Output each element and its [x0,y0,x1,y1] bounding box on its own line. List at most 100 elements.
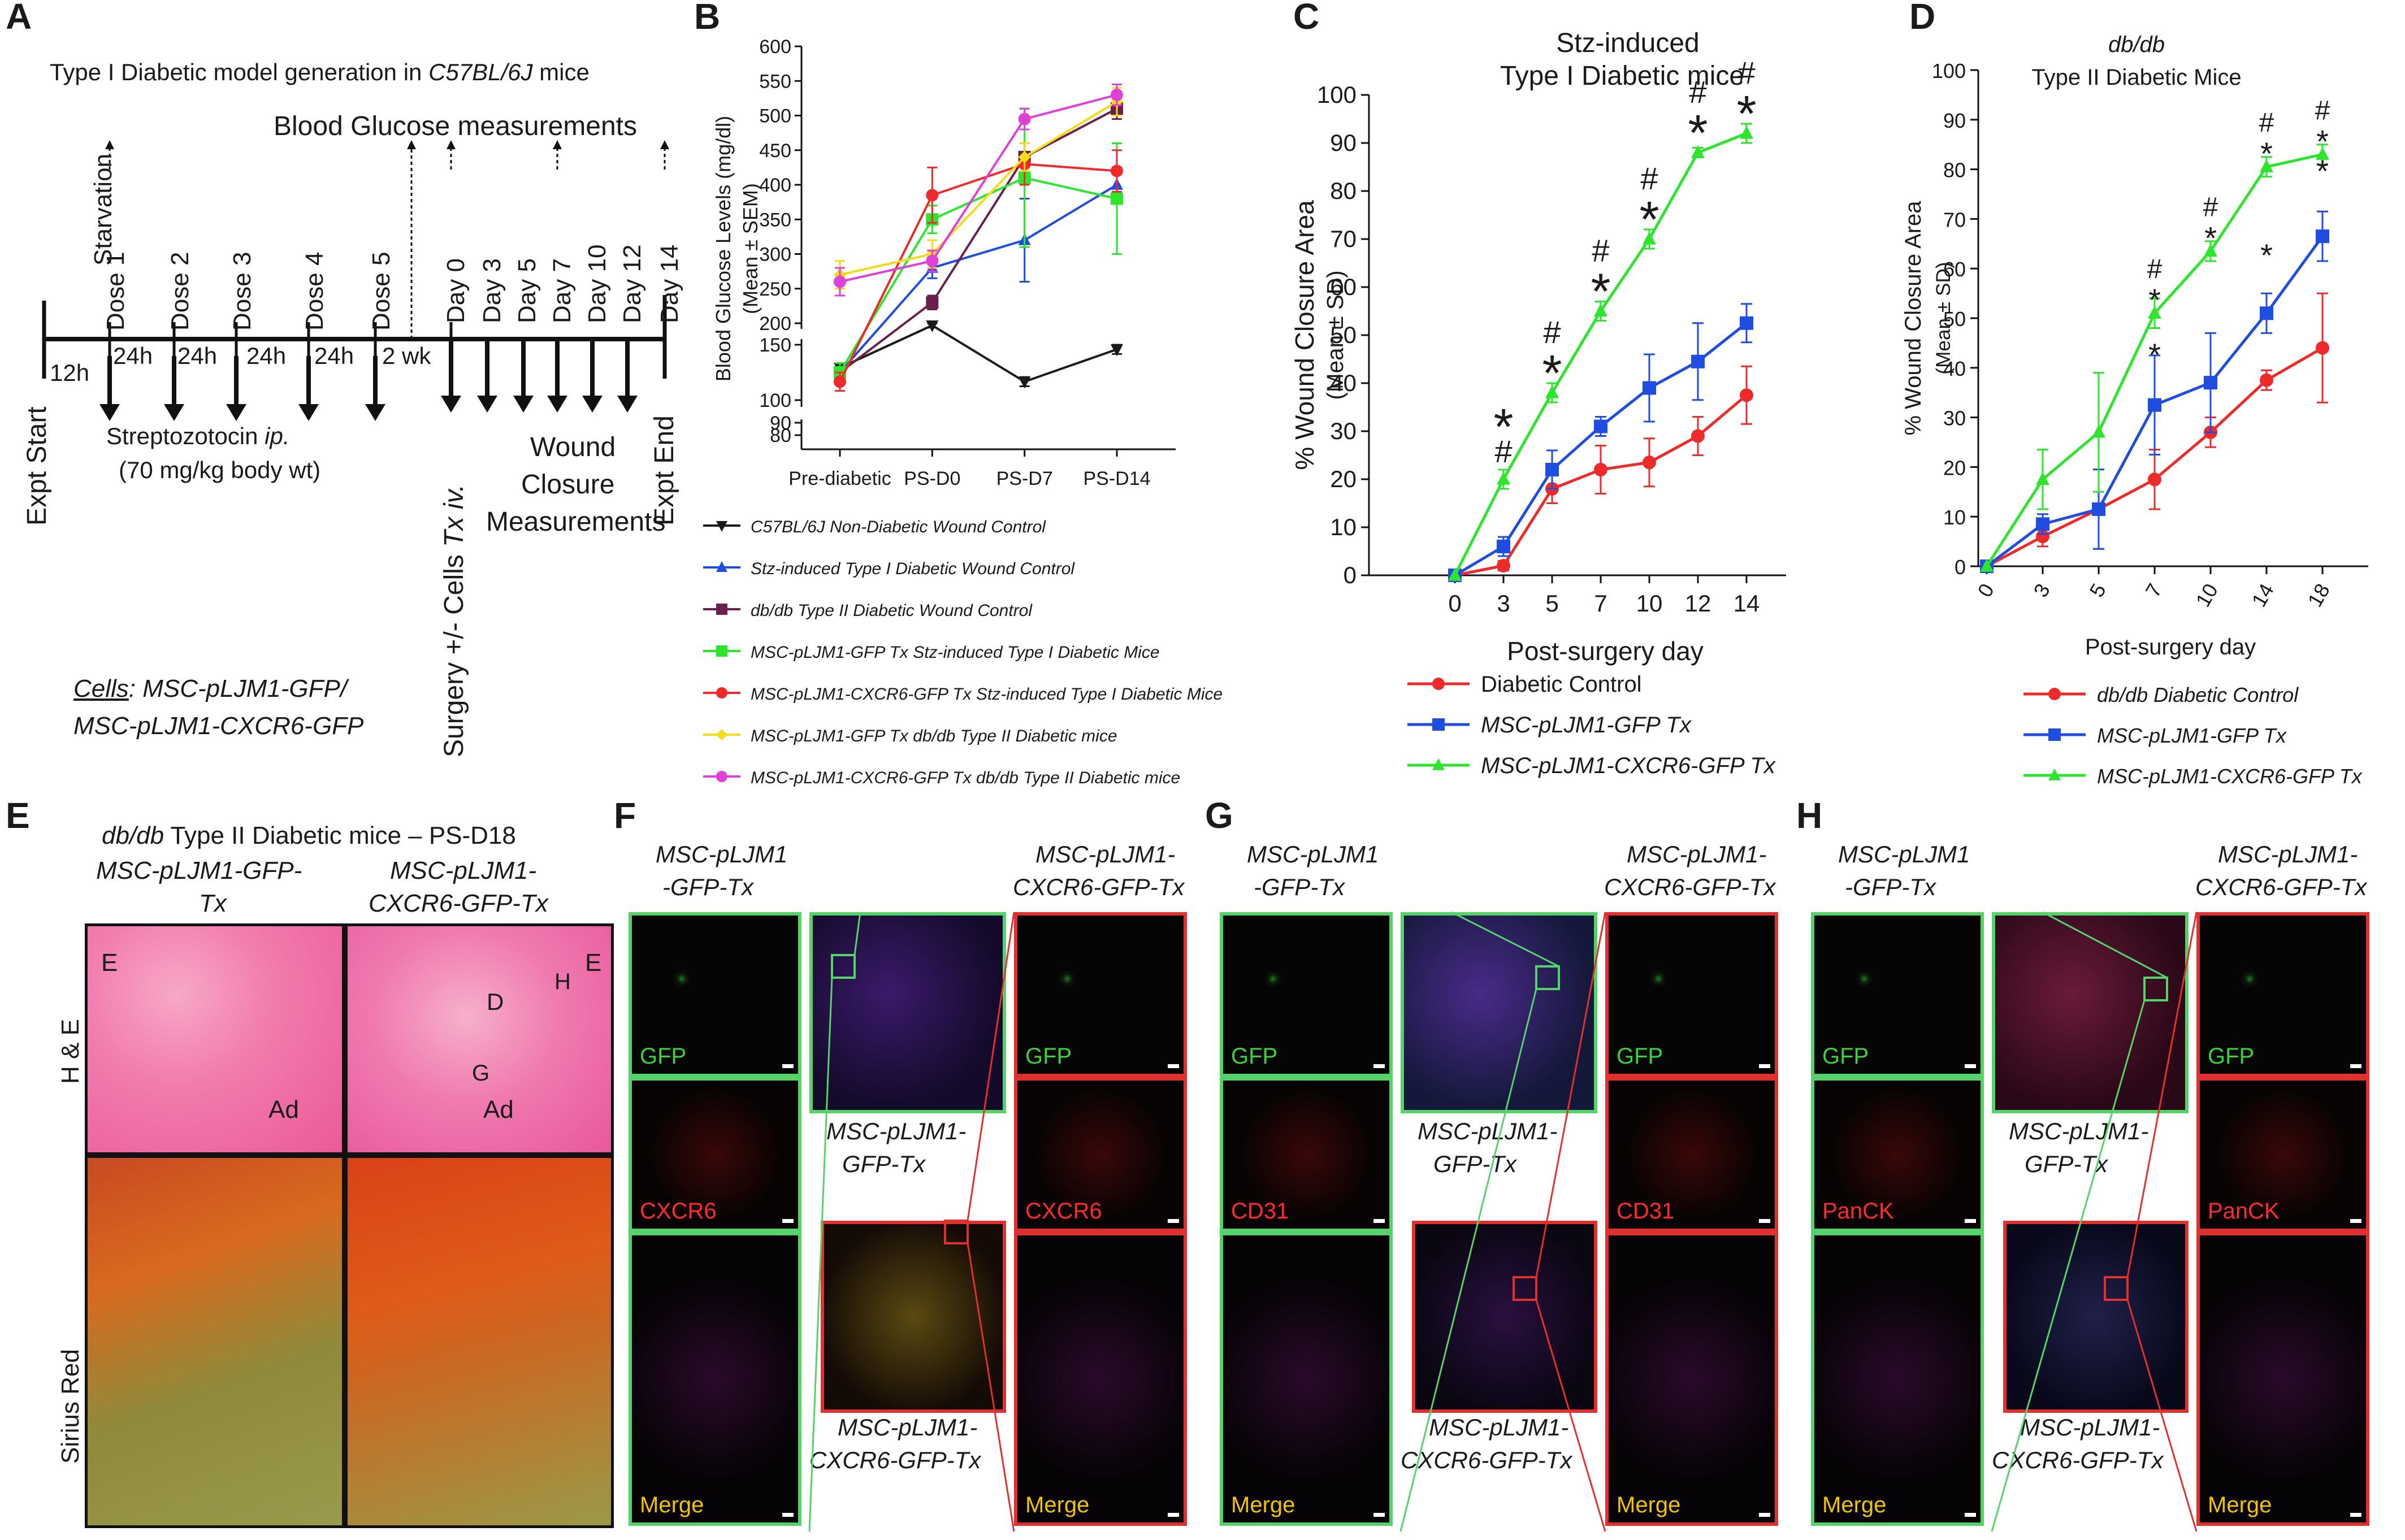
channel-label: GFP [1025,1044,1072,1069]
y-axis-label: Blood Glucose Levels (mg/dl) [712,116,735,381]
data-point [1691,429,1705,443]
middle-title: MSC-pLJM1- [1418,1118,1558,1144]
day-label: Day 7 [548,258,576,323]
significance-mark: * [1639,192,1659,248]
y-tick-label: 400 [759,175,791,196]
wound-label-2: Closure [521,470,615,500]
scale-bar [1965,1219,1976,1223]
data-point [1594,463,1607,476]
micrograph-gfp: GFP [1014,912,1187,1077]
micrograph-merge: Merge [2196,1232,2369,1526]
data-point [1448,567,1462,581]
dose-label: Dose 4 [301,251,328,331]
scale-bar [2350,1219,2361,1223]
legend-label: Stz-induced Type I Diabetic Wound Contro… [751,559,1075,578]
x-tick-label: 10 [1636,590,1663,617]
y-tick-label: 350 [759,209,791,231]
channel-label: PanCK [1822,1199,1894,1224]
micrograph-gfp: GFP [2196,912,2369,1077]
bottom-title: MSC-pLJM1- [2020,1414,2160,1441]
dose-label: Dose 3 [228,251,256,331]
legend-label: db/db Type II Diabetic Wound Control [751,601,1033,620]
series-line [839,107,1117,374]
wound-label-1: Wound [530,432,616,462]
data-point [926,320,939,332]
y-tick-label: 90 [1943,109,1966,132]
y-tick-label: 450 [759,140,791,162]
surgery-label: Surgery +/- Cells Tx iv. [439,484,469,757]
interval-label: 2 wk [382,342,431,369]
data-point [926,189,939,202]
y-tick-label: 600 [759,36,791,58]
y-tick-label: 80 [1943,159,1966,182]
row-label-he: H & E [57,1019,84,1084]
y-tick-label: 200 [759,313,791,335]
right-title-2: CXCR6-GFP-Tx [1013,874,1185,900]
series-line [839,101,1118,276]
data-point [2148,306,2161,319]
scale-bar [1373,1219,1385,1223]
x-tick-label: 12 [1685,590,1711,617]
data-point [2260,159,2273,172]
legend-label: db/db Diabetic Control [2097,683,2299,706]
x-tick-label: 7 [1594,590,1607,617]
data-point [1111,192,1123,205]
y-tick-label: 90 [770,413,791,434]
cells-label: Cells: MSC-pLJM1-GFP/ [73,675,348,702]
data-point [2048,728,2061,741]
data-point [1111,88,1123,101]
y-tick-label: 30 [1330,418,1357,444]
channel-label: Merge [2208,1493,2272,1517]
significance-mark: * [1591,264,1610,320]
scale-bar [1373,1513,1385,1517]
day-label: Day 5 [513,258,541,323]
y-tick-label: 40 [1943,357,1966,380]
legend-label: MSC-pLJM1-GFP Tx [2097,724,2287,747]
data-point [2048,688,2061,700]
legend-label: MSC-pLJM1-GFP Tx Stz-induced Type I Diab… [751,643,1160,662]
significance-mark: * [2204,220,2217,255]
significance-mark: * [1688,105,1708,162]
significance-mark: # [2259,108,2274,138]
y-tick-label: 150 [759,335,791,356]
micrograph-marker: CD31 [1220,1077,1393,1232]
right-title: MSC-pLJM1- [2218,841,2358,867]
x-tick-label: 0 [1448,590,1461,617]
series-line [839,324,1117,383]
data-point [1111,344,1123,357]
overview-image-gfp [1401,912,1597,1113]
x-tick-label: 3 [2029,580,2055,601]
y-tick-label: 550 [759,71,791,92]
y-axis-label: (Mean ± SD) [1322,270,1348,400]
data-point [1691,354,1705,368]
micrograph-merge: Merge [1605,1232,1778,1526]
data-point [716,604,727,615]
data-point [716,729,727,740]
x-tick-label: 14 [2247,580,2278,611]
channel-label: CXCR6 [1025,1199,1102,1224]
channel-label: PanCK [2208,1199,2280,1224]
scale-bar [1373,1064,1385,1068]
data-point [1980,558,1994,572]
dose-label: Dose 2 [166,251,194,331]
significance-mark: # [1494,433,1512,469]
dermis-marker: D [487,988,504,1015]
significance-mark: * [2260,237,2273,273]
y-axis-label: % Wound Closure Area [1901,201,1926,436]
panel-letter-a: A [6,0,32,37]
data-point [2148,398,2161,412]
y-tick-label: 300 [759,244,791,266]
significance-mark: * [1542,345,1562,402]
dose-label: Dose 1 [102,251,129,331]
gland-marker: G [472,1061,490,1086]
x-tick-label: 3 [1497,590,1510,617]
series-line [839,163,1117,383]
chart-title: Type I Diabetic mice [1500,61,1744,91]
micrograph-gfp: GFP [1220,912,1393,1077]
data-point [2204,244,2217,257]
overview-image-cxcr6 [2003,1221,2189,1413]
series-2 [1980,144,2329,572]
